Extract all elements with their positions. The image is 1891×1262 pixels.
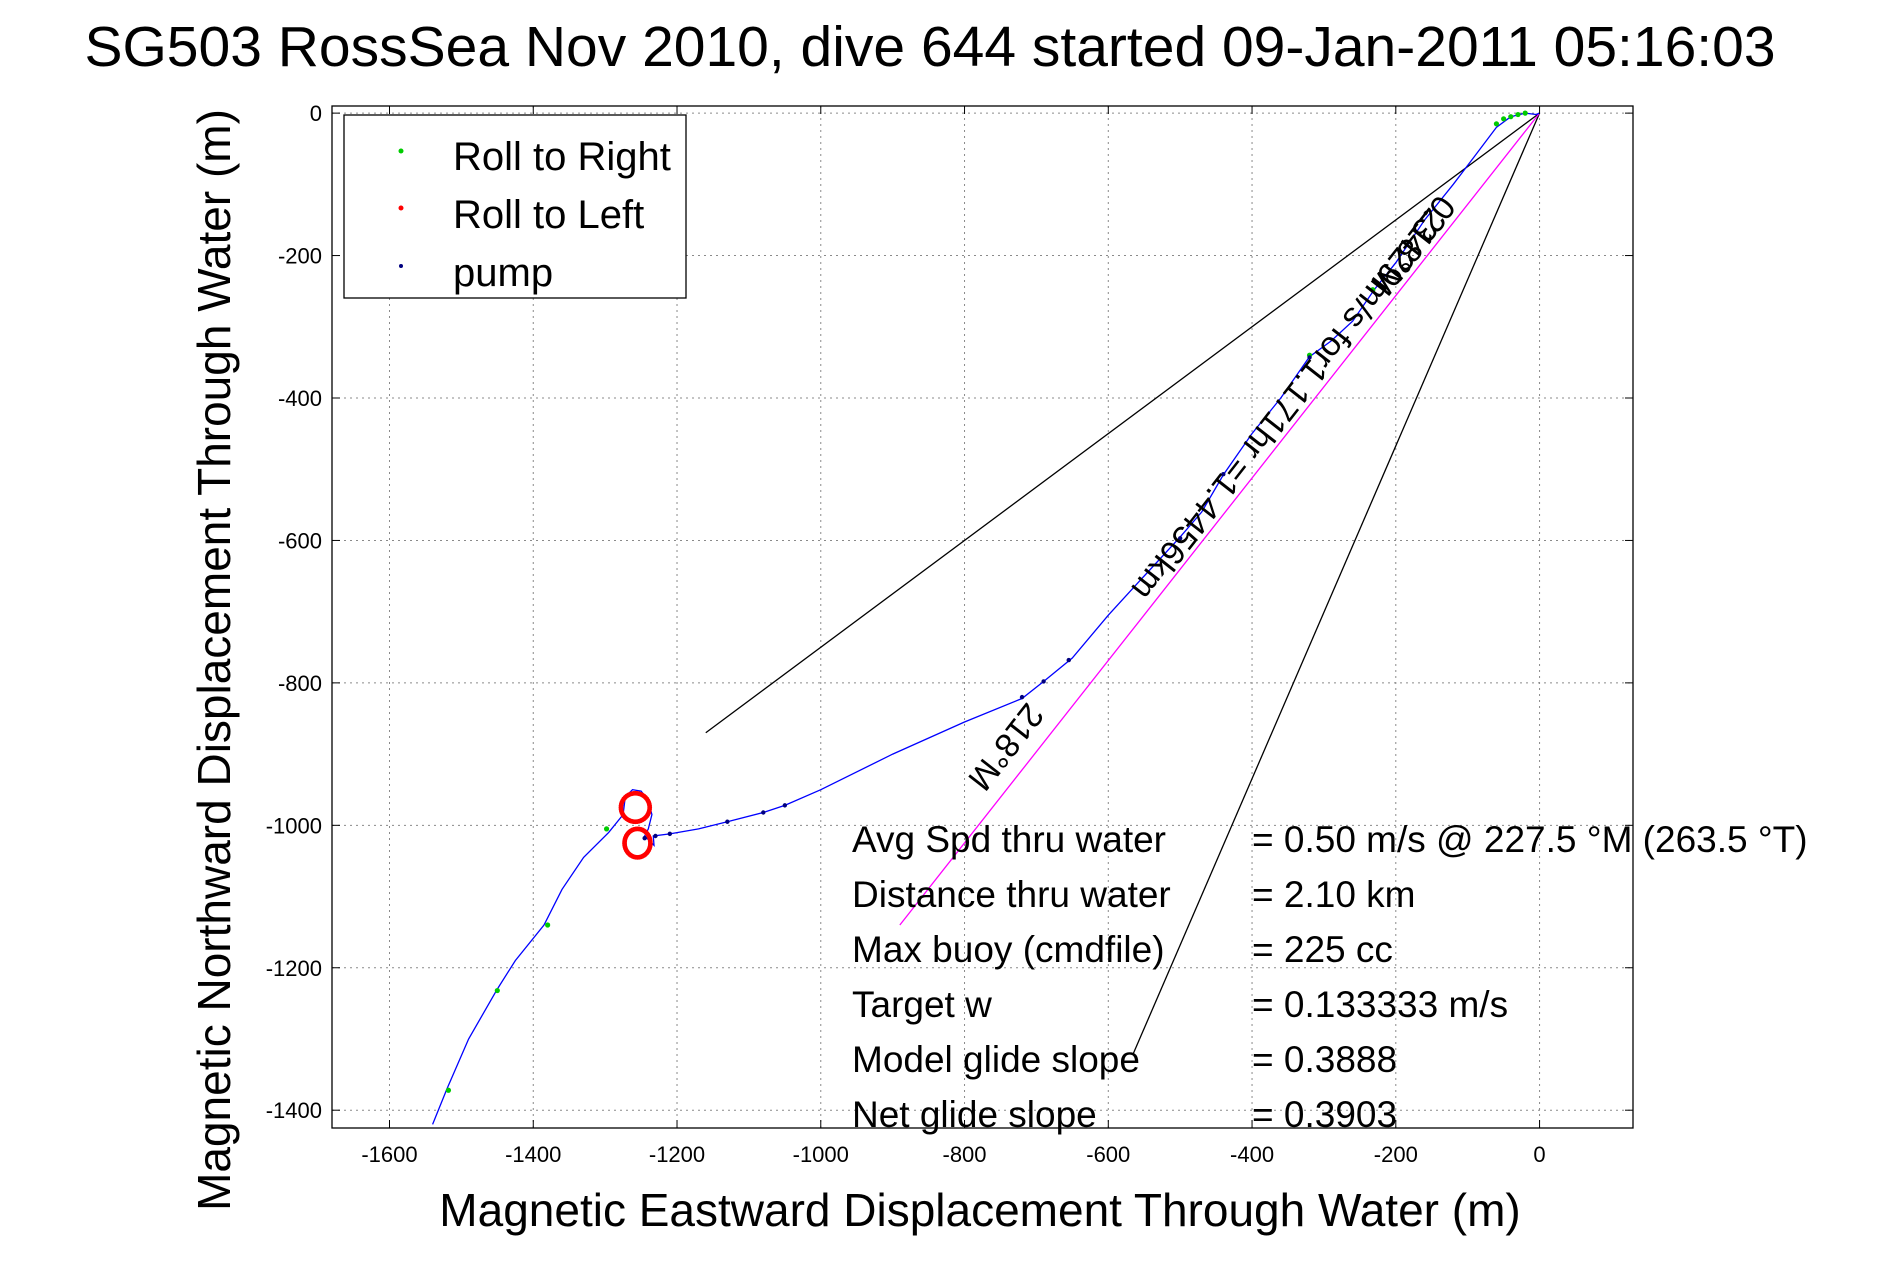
marker-layer — [445, 110, 1528, 1093]
pump-marker — [1307, 355, 1312, 360]
stats-block: Avg Spd thru water = 0.50 m/s @ 227.5 °M… — [852, 819, 1808, 1135]
stat-label-avg-speed: Avg Spd thru water — [852, 819, 1166, 860]
roll-right-marker — [1508, 114, 1514, 120]
y-tick-label: 0 — [310, 101, 322, 126]
stat-value-avg-speed: = 0.50 m/s @ 227.5 °M (263.5 °T) — [1252, 819, 1808, 860]
rotated-label-heading-lower: 218°M — [960, 696, 1051, 797]
roll-left-marker — [647, 806, 652, 812]
stat-label-distance: Distance thru water — [852, 874, 1171, 915]
stat-label-max-buoy: Max buoy (cmdfile) — [852, 929, 1165, 970]
pump-marker — [1221, 472, 1226, 477]
plot-frame — [331, 105, 1634, 1129]
chart-title: SG503 RossSea Nov 2010, dive 644 started… — [84, 15, 1775, 79]
pump-marker — [1041, 679, 1046, 684]
roll-right-marker — [1522, 110, 1528, 116]
y-axis-label: Magnetic Northward Displacement Through … — [188, 109, 240, 1211]
stat-value-distance: = 2.10 km — [1252, 874, 1416, 915]
roll-right-marker — [603, 826, 610, 832]
legend-marker-pump — [399, 264, 403, 268]
guide-line — [1132, 112, 1541, 1054]
y-tick-label: -1200 — [266, 956, 322, 981]
x-tick-label: -1200 — [649, 1142, 705, 1167]
x-tick-label: -800 — [943, 1142, 987, 1167]
guide-line — [705, 112, 1540, 734]
roll-right-marker — [1515, 111, 1521, 118]
legend-entry-roll-left: Roll to Left — [453, 193, 644, 237]
roll-right-marker — [1370, 287, 1376, 293]
x-tick-label: -600 — [1086, 1142, 1130, 1167]
pump-marker — [667, 831, 673, 837]
legend: Roll to Right Roll to Left pump — [343, 114, 687, 299]
pump-marker — [1019, 694, 1025, 700]
grid — [332, 106, 1633, 1128]
y-tick-label: -800 — [278, 671, 322, 696]
x-tick-label: 0 — [1533, 1142, 1545, 1167]
track-line — [431, 112, 1540, 1125]
stat-value-target-w: = 0.133333 m/s — [1252, 984, 1508, 1025]
legend-entry-pump: pump — [453, 251, 553, 295]
legend-marker-roll-left — [398, 205, 404, 211]
roll-right-marker — [1501, 116, 1507, 122]
pump-marker — [1177, 536, 1183, 541]
legend-entry-roll-right: Roll to Right — [453, 135, 671, 179]
tick-labels: -1600 -1400 -1200 -1000 -800 -600 -400 -200 0 0 -2… — [266, 101, 1633, 1167]
stat-value-model-glide: = 0.3888 — [1252, 1039, 1397, 1080]
roll-right-marker — [494, 987, 500, 994]
pump-marker — [761, 810, 766, 815]
y-tick-label: -1000 — [266, 813, 322, 838]
pump-marker — [642, 835, 647, 841]
x-tick-label: -1400 — [505, 1142, 561, 1167]
x-tick-label: -1600 — [361, 1142, 417, 1167]
legend-marker-roll-right — [398, 148, 404, 154]
rotated-labels: 218°M 0.3429m/s for1.171hr =1.4456km 218… — [960, 188, 1462, 797]
track-layer — [431, 112, 1540, 1125]
pump-marker — [725, 819, 730, 824]
stat-label-model-glide: Model glide slope — [852, 1039, 1140, 1080]
heading-line — [899, 112, 1541, 926]
guide-lines — [705, 112, 1541, 1054]
roll-right-marker — [545, 922, 551, 928]
y-tick-label: -400 — [278, 386, 322, 411]
pump-marker — [1066, 657, 1071, 663]
y-tick-label: -200 — [278, 244, 322, 269]
heading-line-layer — [899, 112, 1541, 926]
roll-right-marker — [1493, 121, 1500, 127]
roll-right-marker — [445, 1087, 452, 1093]
stat-value-max-buoy: = 225 cc — [1252, 929, 1393, 970]
x-tick-label: -200 — [1374, 1142, 1418, 1167]
x-tick-label: -400 — [1230, 1142, 1274, 1167]
pump-marker — [653, 833, 658, 839]
pump-marker — [782, 803, 788, 808]
stat-label-net-glide: Net glide slope — [852, 1094, 1097, 1135]
y-tick-label: -600 — [278, 528, 322, 553]
x-tick-label: -1000 — [793, 1142, 849, 1167]
stat-value-net-glide: = 0.3903 — [1252, 1094, 1397, 1135]
rotated-label-heading-upper: 218°M — [1363, 201, 1454, 302]
stat-label-target-w: Target w — [852, 984, 992, 1025]
x-axis-label: Magnetic Eastward Displacement Through W… — [439, 1184, 1520, 1236]
y-tick-label: -1400 — [266, 1098, 322, 1123]
roll-left-marker — [647, 842, 653, 848]
